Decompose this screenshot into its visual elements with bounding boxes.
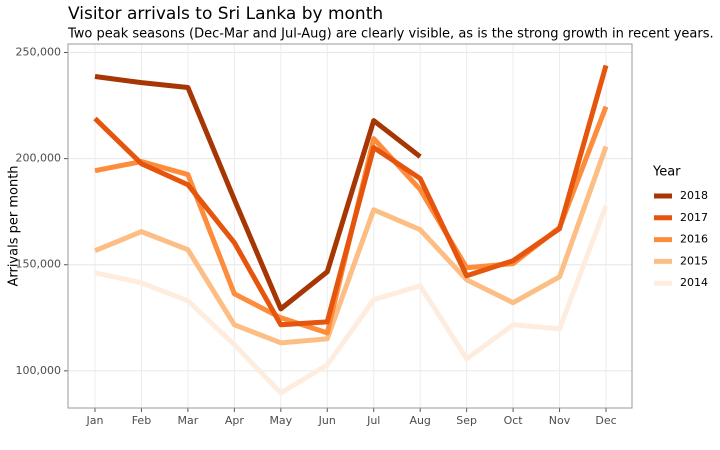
x-tick-label: Sep xyxy=(456,414,477,427)
legend-label: 2018 xyxy=(680,189,708,202)
y-tick-label: 100,000 xyxy=(16,364,62,377)
series-line xyxy=(94,73,422,312)
legend-label: 2016 xyxy=(680,233,708,246)
series-line xyxy=(93,64,609,328)
chart-subtitle: Two peak seasons (Dec-Mar and Jul-Aug) a… xyxy=(67,27,714,42)
x-tick-label: Jun xyxy=(318,414,336,427)
legend-label: 2017 xyxy=(680,211,708,224)
y-tick-label: 250,000 xyxy=(16,45,62,58)
x-tick-label: Apr xyxy=(225,414,245,427)
chart-title: Visitor arrivals to Sri Lanka by month xyxy=(68,4,383,24)
x-tick-label: May xyxy=(269,414,292,427)
plot-border xyxy=(67,43,633,409)
x-tick-label: Oct xyxy=(504,414,524,427)
legend-label: 2014 xyxy=(680,276,708,289)
series-line xyxy=(94,204,609,396)
x-tick-label: Nov xyxy=(549,414,571,427)
y-tick-label: 200,000 xyxy=(16,152,62,165)
y-axis-title: Arrivals per month xyxy=(7,165,22,286)
x-tick-label: Aug xyxy=(409,414,430,427)
x-tick-label: Jul xyxy=(366,414,380,427)
y-tick-label: 150,000 xyxy=(16,258,62,271)
legend-label: 2015 xyxy=(680,254,708,267)
legend-title: Year xyxy=(652,165,681,180)
x-tick-label: Jan xyxy=(86,414,104,427)
x-tick-label: Dec xyxy=(595,414,616,427)
x-tick-label: Feb xyxy=(132,414,151,427)
series-line xyxy=(94,145,609,346)
x-tick-label: Mar xyxy=(178,414,199,427)
